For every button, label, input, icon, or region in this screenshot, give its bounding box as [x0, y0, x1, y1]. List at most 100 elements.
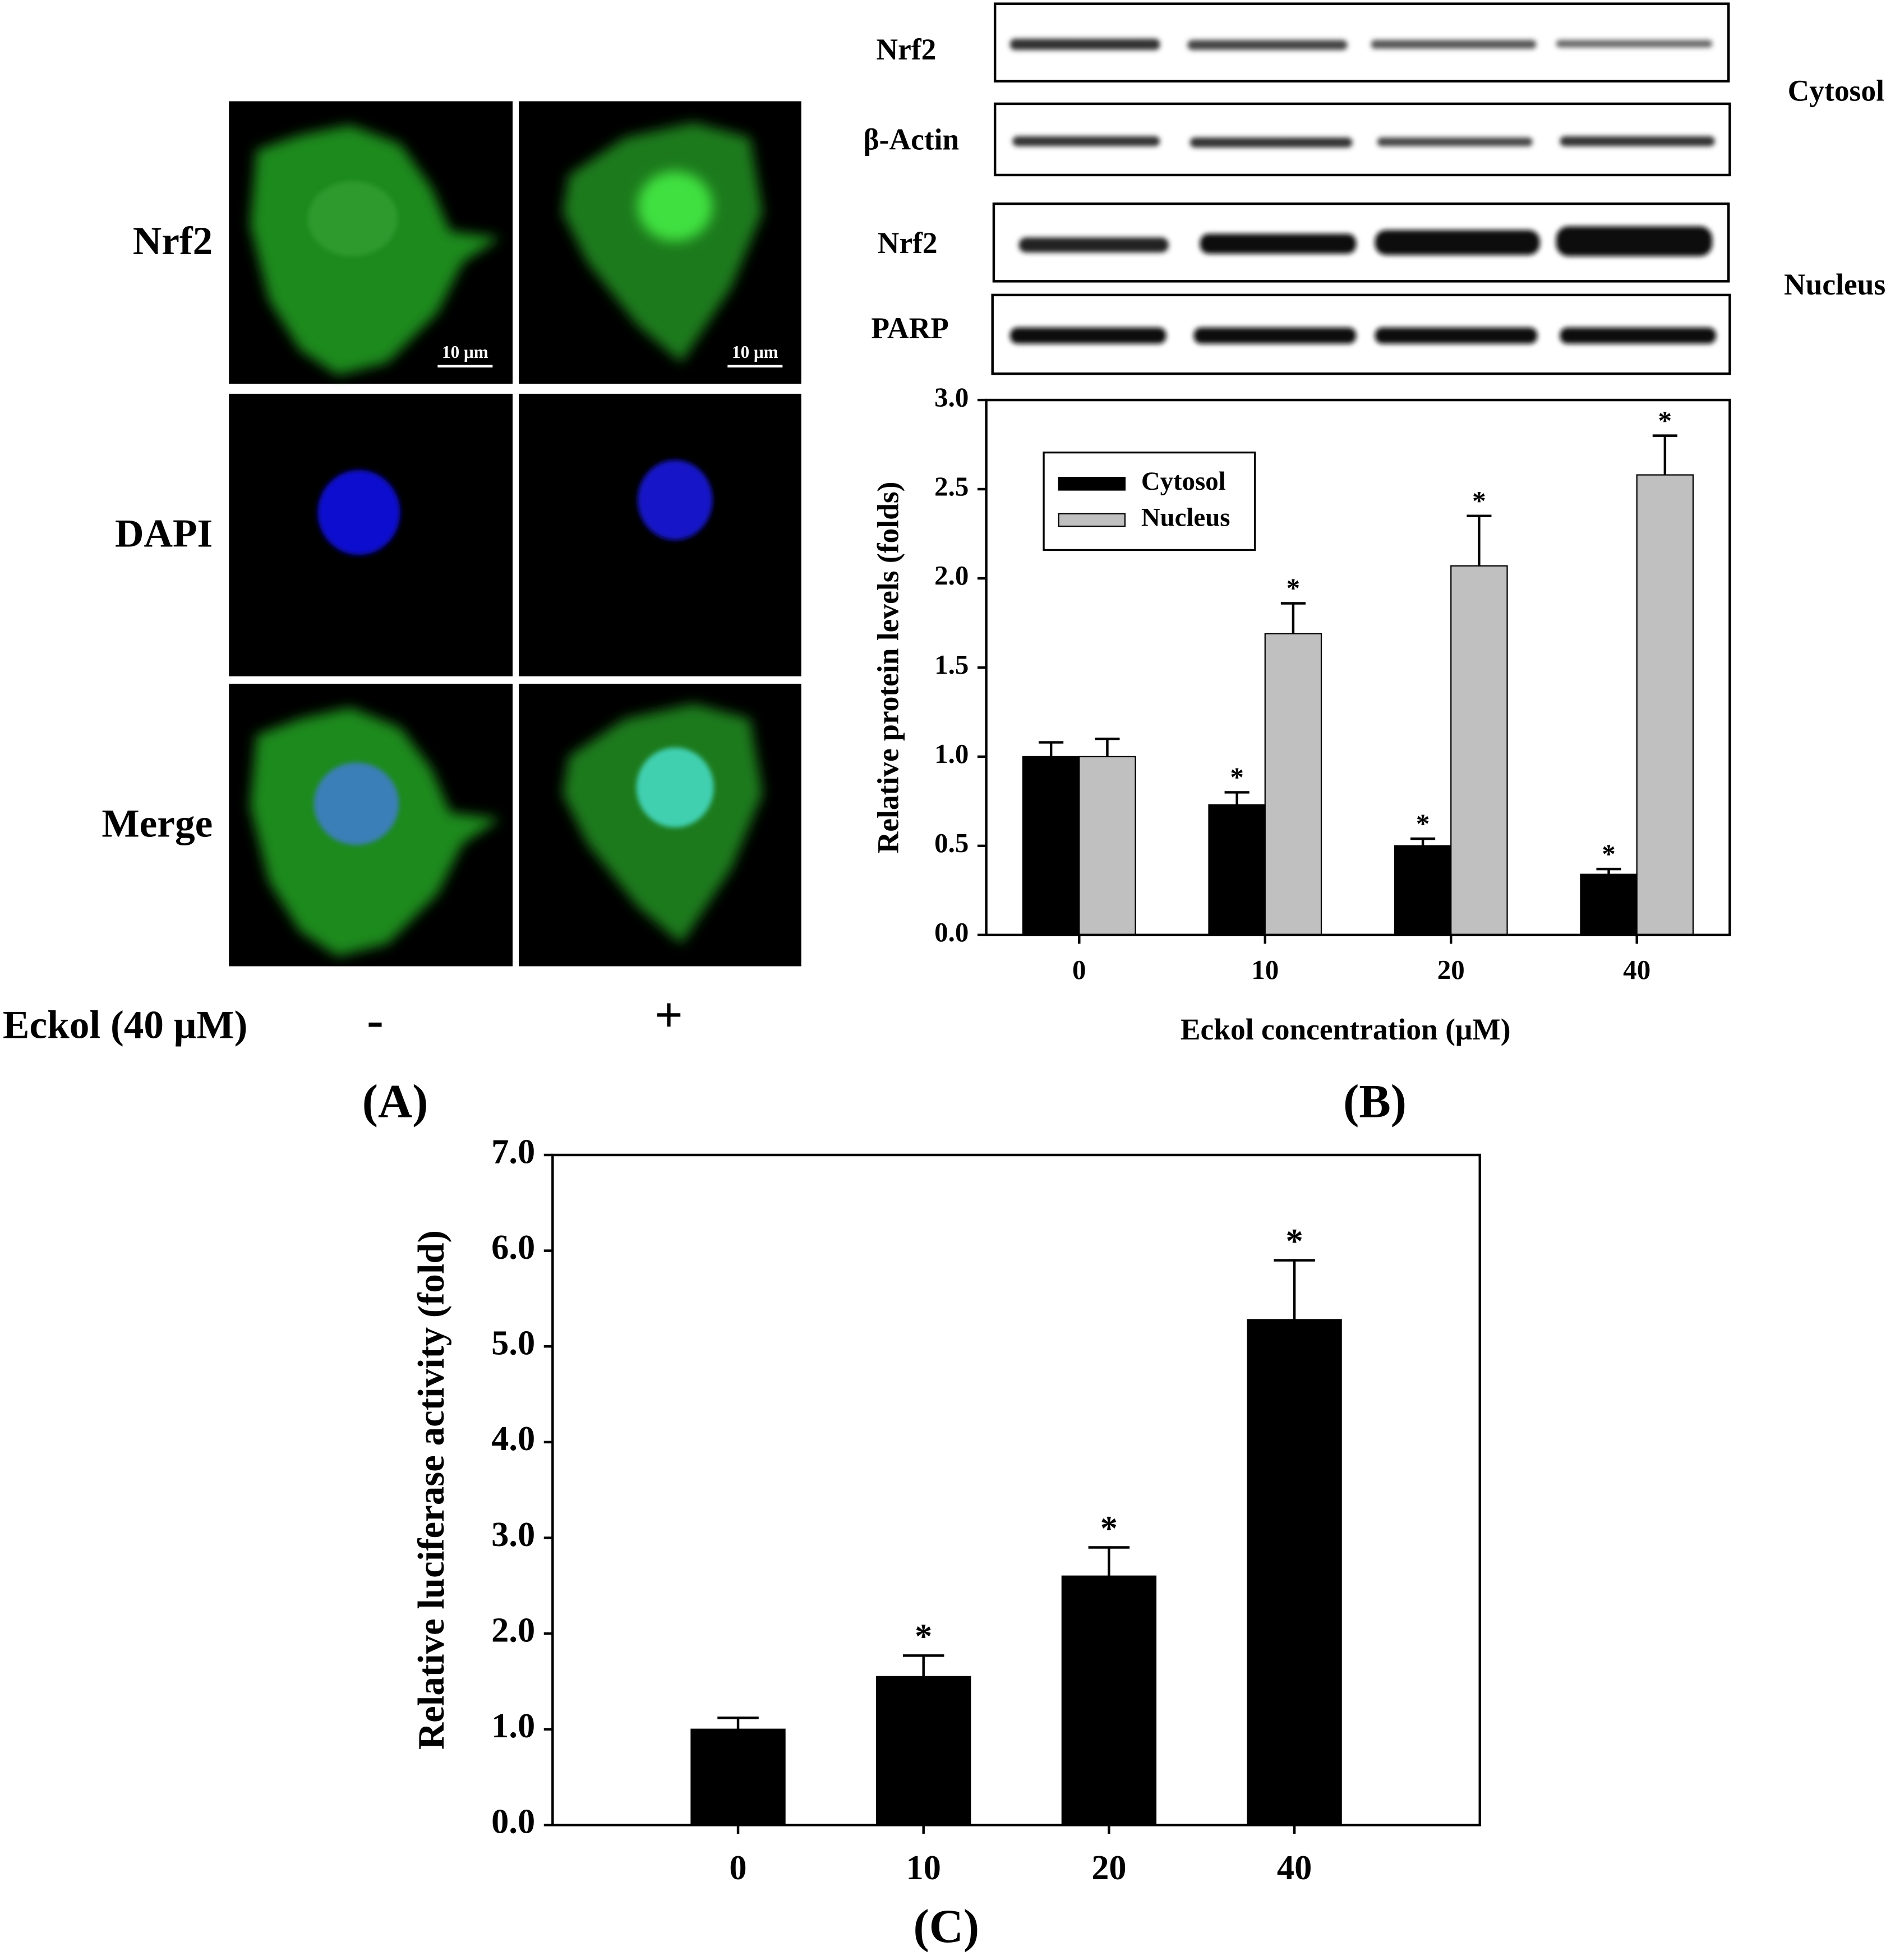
error-bar [1095, 737, 1120, 757]
panel-label: (B) [1343, 1075, 1407, 1128]
band [1009, 327, 1166, 344]
band [1371, 40, 1537, 49]
band [1189, 137, 1353, 148]
y-axis-title: Relative protein levels (folds) [871, 482, 905, 854]
y-tick-label: 0.0 [491, 1802, 535, 1841]
blot-label: β-Actin [864, 122, 960, 156]
nucleus-green [307, 181, 398, 256]
bar [1264, 633, 1322, 936]
error-bar [1410, 837, 1436, 846]
band [1377, 137, 1533, 146]
cell-green [562, 122, 763, 363]
legend-swatch [1058, 477, 1126, 491]
bar [1078, 756, 1136, 936]
y-tick-label: 0.5 [934, 827, 969, 858]
error-bar [1280, 602, 1306, 634]
plot-frame [551, 1153, 1481, 1826]
blot-label: Nrf2 [878, 226, 938, 260]
blot-bands [1009, 39, 1716, 344]
bar [1636, 474, 1694, 936]
bar [1580, 873, 1638, 936]
bar [1022, 756, 1080, 936]
error-bar [902, 1654, 944, 1677]
significance-mark: * [1100, 1509, 1118, 1548]
x-axis-title: Eckol concentration (μM) [1181, 1013, 1511, 1046]
bar [1061, 1575, 1157, 1826]
band [1375, 230, 1540, 255]
y-tick-label: 6.0 [491, 1228, 535, 1267]
x-tick-label: 40 [1623, 954, 1650, 985]
error-bar [1274, 1259, 1315, 1320]
y-tick-label: 2.5 [934, 471, 969, 501]
fraction-label: Cytosol [1788, 73, 1884, 107]
blots [991, 2, 1731, 375]
nucleus-merged [636, 747, 714, 828]
y-axis-title: Relative luciferase activity (fold) [411, 1230, 452, 1750]
row-label: Merge [102, 802, 213, 846]
treatment-sign: + [654, 988, 683, 1043]
y-tick-label: 0.0 [934, 917, 969, 947]
significance-mark: * [1287, 573, 1301, 604]
legend-swatch [1058, 513, 1126, 527]
bar [1208, 804, 1266, 936]
significance-mark: * [1472, 485, 1486, 516]
row-label: Nrf2 [133, 219, 213, 263]
x-tick-label: 0 [1072, 954, 1086, 985]
error-bar [1596, 867, 1621, 875]
error-bar [1224, 791, 1249, 805]
y-tick-label: 7.0 [491, 1132, 535, 1171]
band [1560, 327, 1716, 344]
y-tick-label: 2.0 [934, 560, 969, 591]
plot-frame [985, 398, 1731, 937]
error-bar [1467, 514, 1492, 566]
micrographs: 10 μm 10 μm [229, 101, 801, 967]
y-tick-label: 1.0 [491, 1706, 535, 1745]
row-label: DAPI [115, 512, 213, 556]
x-tick-label: 20 [1091, 1848, 1126, 1887]
x-tick-label: 10 [906, 1848, 941, 1887]
bar [1450, 565, 1508, 936]
significance-mark: * [1658, 405, 1672, 436]
treatment-sign: - [367, 993, 384, 1048]
legend-label: Nucleus [1141, 503, 1230, 532]
x-tick-label: 0 [729, 1848, 746, 1887]
legend-box [1043, 451, 1256, 551]
y-tick-label: 1.0 [934, 738, 969, 769]
legend-label: Cytosol [1141, 467, 1226, 496]
y-tick-label: 1.5 [934, 649, 969, 680]
bar [690, 1728, 786, 1826]
bar [876, 1676, 971, 1826]
y-tick-label: 3.0 [934, 381, 969, 412]
scale-bar-label: 10 μm [732, 342, 778, 362]
bar [1394, 845, 1452, 936]
panel-label: (C) [914, 1901, 980, 1953]
nucleus-blue [637, 460, 713, 540]
band [1556, 226, 1713, 256]
band [1200, 233, 1357, 254]
nucleus-merged [313, 762, 399, 845]
error-bar [1039, 741, 1064, 757]
x-tick-label: 20 [1437, 954, 1465, 985]
band [1187, 40, 1348, 50]
band [1012, 136, 1160, 146]
fraction-label: Nucleus [1784, 268, 1885, 301]
error-bar [1652, 434, 1677, 475]
y-tick-label: 2.0 [491, 1611, 535, 1649]
significance-mark: * [1416, 808, 1430, 839]
nucleus-green [637, 171, 713, 242]
blot-label: PARP [871, 311, 949, 345]
scale-bar-label: 10 μm [442, 342, 488, 362]
significance-mark: * [1285, 1222, 1303, 1260]
treatment-label: Eckol (40 μM) [3, 1002, 247, 1047]
y-tick-label: 3.0 [491, 1515, 535, 1554]
y-tick-label: 5.0 [491, 1324, 535, 1363]
panel-label: (A) [362, 1075, 428, 1128]
band [1193, 327, 1357, 344]
error-bar [1088, 1546, 1130, 1576]
significance-mark: * [915, 1617, 932, 1656]
significance-mark: * [1602, 838, 1616, 869]
band [1375, 327, 1538, 344]
band [1556, 40, 1713, 48]
